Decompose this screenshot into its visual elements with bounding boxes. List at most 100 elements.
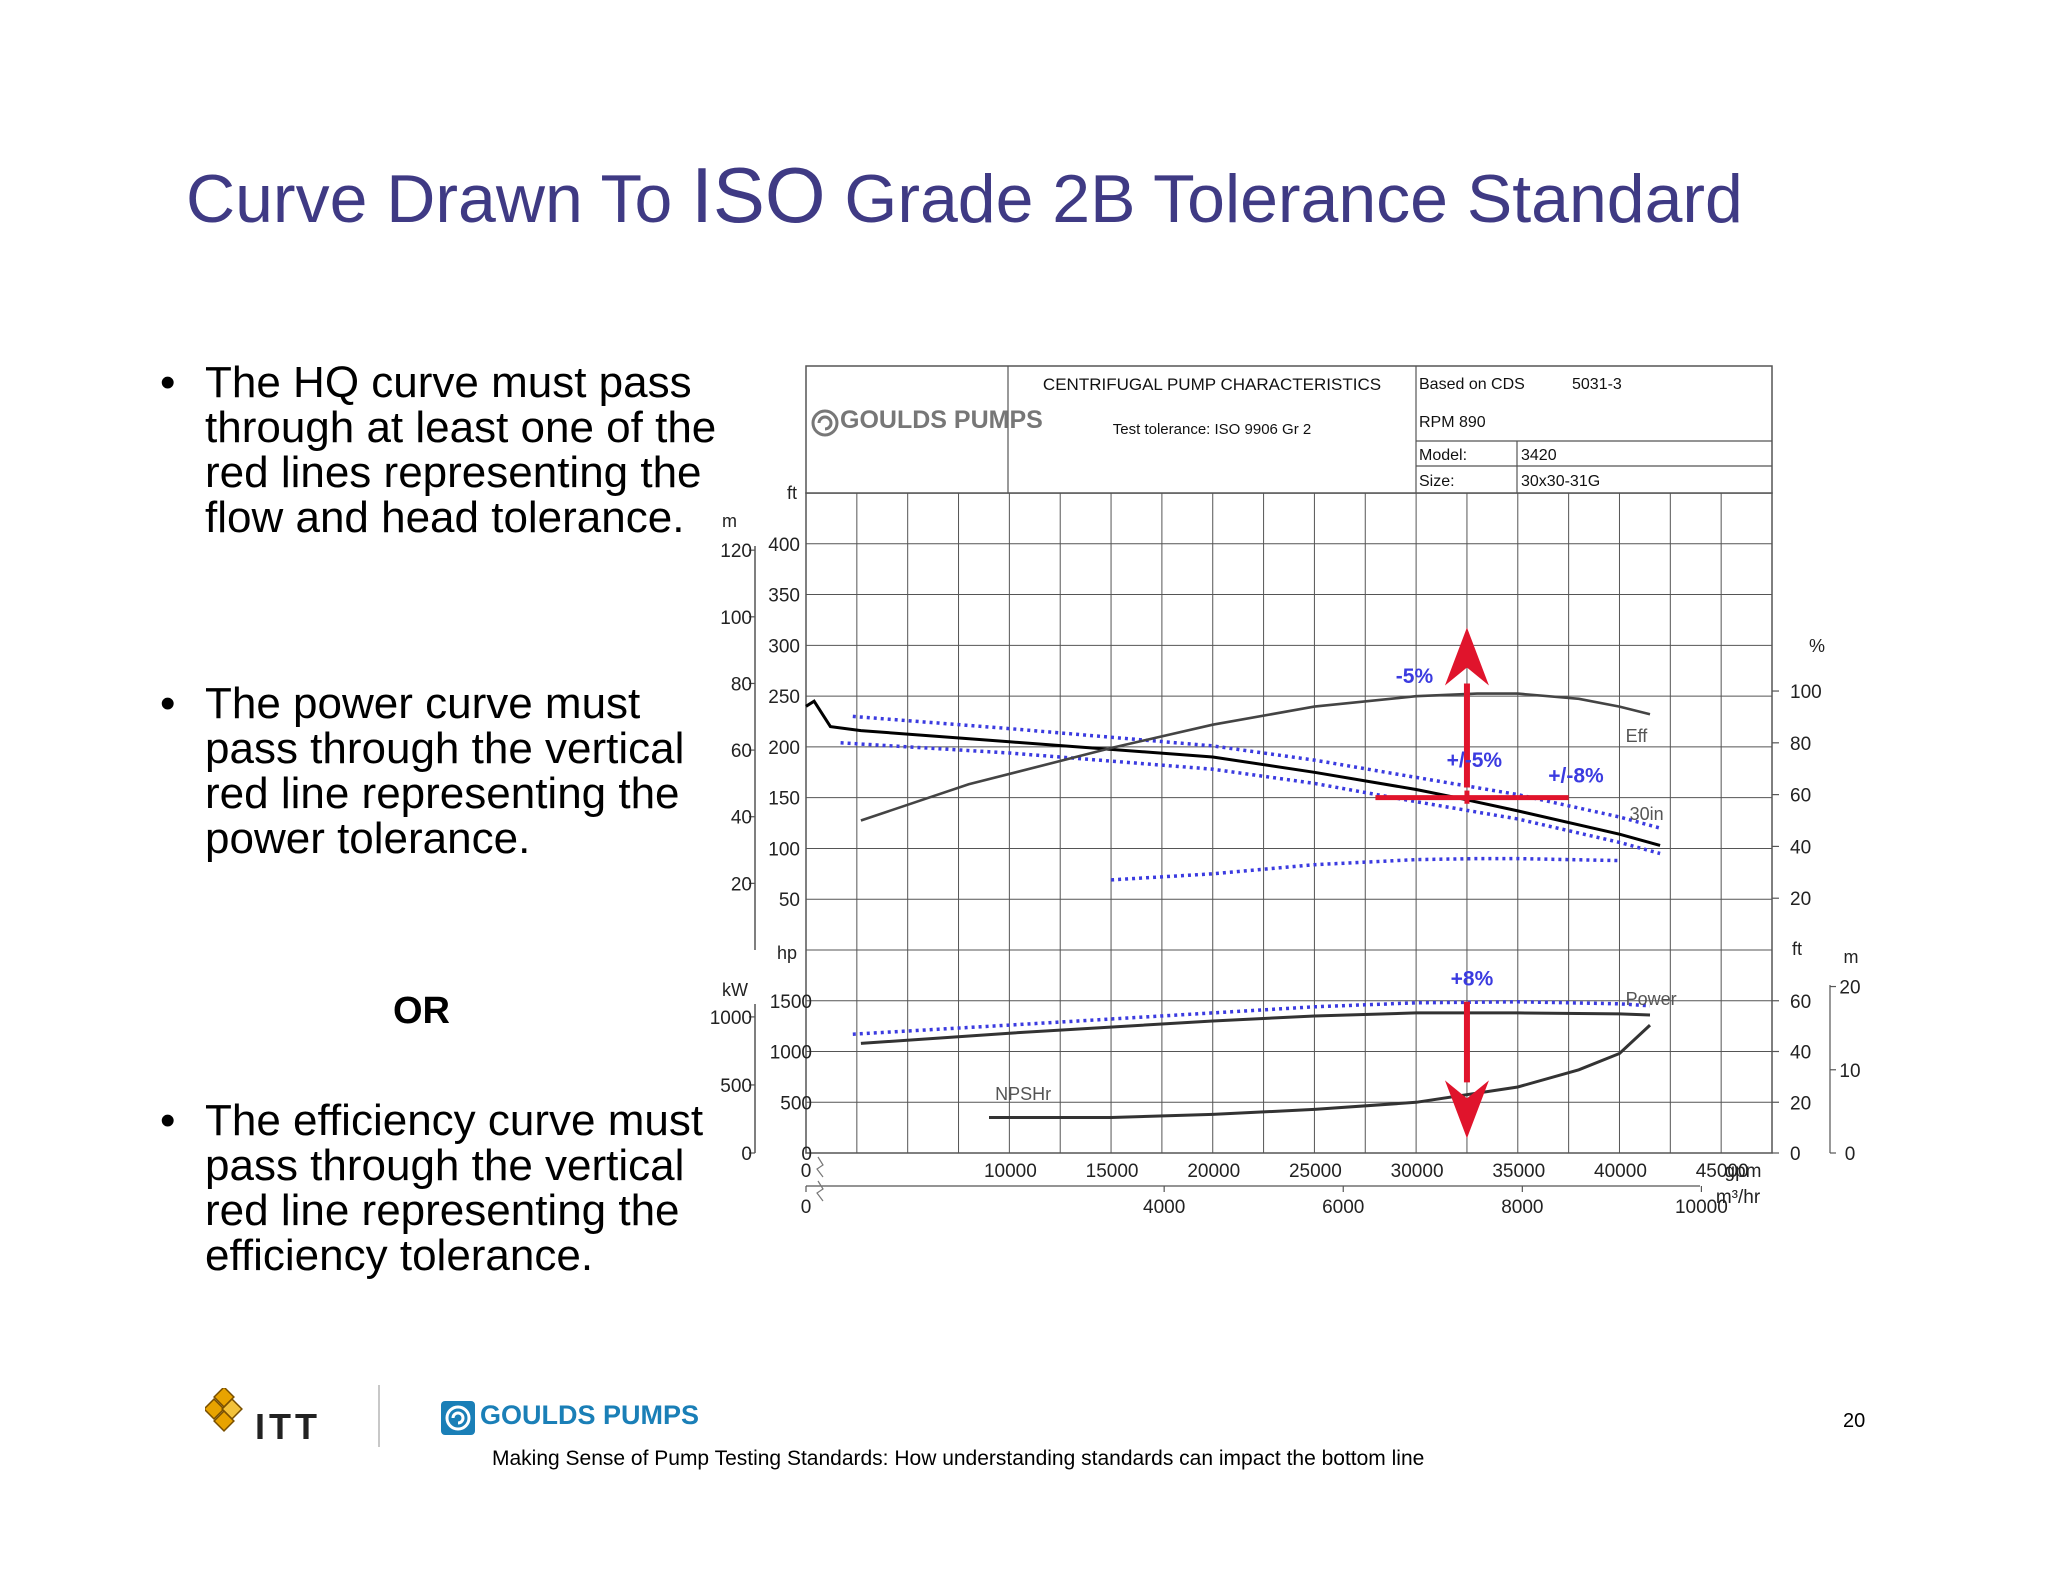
x-tick-label-m3: 8000	[1501, 1197, 1543, 1218]
header-model-value: 3420	[1521, 447, 1557, 464]
itt-logo: ITT	[205, 1388, 335, 1450]
tick-label-ft-right: 40	[1790, 1043, 1811, 1064]
axis-label-ft-right: ft	[1792, 939, 1802, 959]
series-line-eff	[860, 692, 1651, 822]
tick-label-ft-right: 0	[1790, 1144, 1801, 1165]
x-tick-label: 0	[801, 1161, 812, 1182]
tick-label-ft-right: 60	[1790, 992, 1811, 1013]
annotation-label: Power	[1626, 989, 1677, 1009]
tick-label-m: 40	[731, 808, 752, 829]
tick-label-kw: 0	[741, 1144, 752, 1165]
x-tick-label: 15000	[1086, 1161, 1139, 1182]
header-model-label: Model:	[1419, 447, 1467, 464]
axis-break-icon	[816, 1180, 824, 1202]
tick-label-ft: 100	[768, 839, 800, 860]
tick-label-m-right: 0	[1845, 1144, 1856, 1165]
header-size-value: 30x30-31G	[1521, 473, 1600, 490]
tick-label-hp: 1500	[770, 992, 812, 1013]
header-brand: GOULDS PUMPS	[840, 406, 1043, 434]
series-line-npshr	[989, 1024, 1652, 1119]
tick-label-ft: 200	[768, 738, 800, 759]
annotation-label: NPSHr	[995, 1084, 1051, 1104]
series-line-power	[860, 1011, 1651, 1045]
tick-label-hp: 1000	[770, 1043, 812, 1064]
goulds-logo-icon	[811, 409, 839, 437]
series-line-30in	[805, 699, 1661, 847]
header-frame	[805, 365, 1773, 494]
annotation-label: -5%	[1396, 665, 1434, 688]
goulds-logo-icon	[441, 1401, 475, 1435]
tick-label-pct: 80	[1790, 734, 1811, 755]
tick-label-kw: 500	[720, 1076, 752, 1097]
header-based-on-label: Based on CDS	[1419, 376, 1525, 393]
header-size-label: Size:	[1419, 473, 1455, 490]
x-tick-label-m3: 10000	[1675, 1197, 1728, 1218]
tick-label-hp: 500	[780, 1093, 812, 1114]
footer-caption: Making Sense of Pump Testing Standards: …	[492, 1447, 1425, 1470]
chart-header: GOULDS PUMPS CENTRIFUGAL PUMP CHARACTERI…	[805, 365, 1773, 494]
axis-label-m: m	[722, 511, 737, 531]
x-tick-label-m3: 6000	[1322, 1197, 1364, 1218]
tick-label-m-right: 20	[1839, 978, 1860, 999]
annotation-label: +/-8%	[1548, 764, 1604, 787]
tick-label-ft: 400	[768, 535, 800, 556]
tick-label-ft: 300	[768, 636, 800, 657]
goulds-header-logo: GOULDS PUMPS	[811, 406, 1043, 437]
tick-label-ft: 350	[768, 586, 800, 607]
axis-label-hp: hp	[777, 943, 797, 963]
header-tolerance: Test tolerance: ISO 9906 Gr 2	[1113, 421, 1311, 438]
axis-label-pct: %	[1809, 636, 1825, 656]
x-tick-label: 45000	[1696, 1161, 1749, 1182]
page-title: Curve Drawn To ISO Grade 2B Tolerance St…	[186, 151, 1743, 239]
grid-frame	[805, 492, 1773, 1154]
tick-label-m: 80	[731, 674, 752, 695]
axis-label-ft: ft	[787, 483, 797, 503]
footer-divider	[378, 1385, 380, 1447]
chart-curves	[805, 692, 1661, 1119]
itt-wordmark: ITT	[255, 1406, 321, 1447]
red-arrow-up-head	[1444, 627, 1489, 686]
tick-label-pct: 60	[1790, 786, 1811, 807]
x-tick-label-m3: 0	[801, 1197, 812, 1218]
tick-label-ft-right: 20	[1790, 1093, 1811, 1114]
bullet-text: The efficiency curve must pass through t…	[205, 1096, 704, 1280]
axis-break-icon	[816, 1156, 824, 1178]
tick-label-ft: 50	[779, 890, 800, 911]
tick-label-m: 100	[720, 608, 752, 629]
tick-label-m: 20	[731, 874, 752, 895]
tick-label-m: 60	[731, 741, 752, 762]
chart-grid	[805, 492, 1773, 1154]
annotation-label: +8%	[1451, 968, 1494, 991]
tolerance-band-line	[840, 741, 1661, 856]
annotation-label: Eff	[1626, 726, 1649, 746]
tick-label-ft: 150	[768, 789, 800, 810]
tolerance-band-line	[852, 1000, 1651, 1036]
header-chart-title: CENTRIFUGAL PUMP CHARACTERISTICS	[1043, 375, 1381, 394]
x-tick-label: 40000	[1594, 1161, 1647, 1182]
tick-label-hp: 0	[801, 1144, 812, 1165]
tick-label-kw: 1000	[710, 1008, 752, 1029]
page-number: 20	[1843, 1410, 1866, 1432]
chart-axes: ft50100150200250300350400m20406080100120…	[710, 483, 1861, 1218]
x-tick-label: 35000	[1492, 1161, 1545, 1182]
header-based-on-value: 5031-3	[1572, 376, 1622, 393]
header-rpm: RPM 890	[1419, 414, 1486, 431]
tolerance-band-line	[852, 714, 1661, 830]
goulds-wordmark: GOULDS PUMPS	[480, 1400, 700, 1430]
x-tick-label: 20000	[1187, 1161, 1240, 1182]
tick-label-pct: 100	[1790, 682, 1822, 703]
x-tick-label: 10000	[984, 1161, 1037, 1182]
tick-label-pct: 40	[1790, 837, 1811, 858]
x-tick-label: 30000	[1391, 1161, 1444, 1182]
itt-logo-icon	[205, 1388, 243, 1432]
annotation-label: 30in	[1630, 804, 1664, 824]
tick-label-pct: 20	[1790, 889, 1811, 910]
tick-label-m-right: 10	[1839, 1061, 1860, 1082]
bullet-text: The HQ curve must pass through at least …	[205, 358, 717, 542]
x-unit-label: gpm	[1725, 1161, 1762, 1182]
tolerance-markers	[1375, 627, 1569, 1139]
or-label: OR	[393, 990, 450, 1032]
chart-annotations: -5% +/-5% +/-8% Eff 30in +8% Power NPSHr	[995, 665, 1676, 1104]
x-tick-label-m3: 4000	[1143, 1197, 1185, 1218]
